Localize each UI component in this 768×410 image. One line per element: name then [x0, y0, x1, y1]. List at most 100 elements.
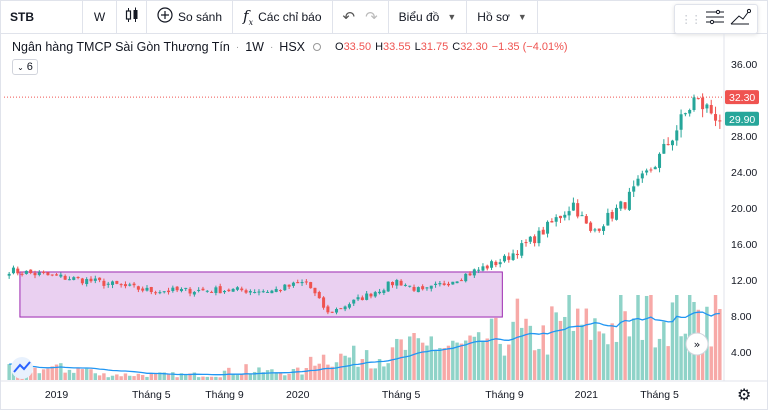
undo-icon[interactable]: ↶: [342, 8, 356, 26]
candle-body: [106, 283, 110, 285]
volume-bar: [519, 327, 524, 380]
volume-bar: [248, 373, 253, 380]
legend-c-key: C: [452, 41, 461, 53]
candle-body: [184, 287, 188, 289]
candle-body: [679, 114, 683, 130]
candle-body: [192, 291, 196, 295]
drag-handle-icon[interactable]: ⋮⋮: [680, 13, 702, 26]
volume-bar: [588, 339, 593, 380]
candle-body: [580, 215, 584, 217]
y-tick-label: 16.00: [731, 239, 757, 251]
candle-body: [296, 282, 300, 284]
candle-body: [636, 178, 640, 186]
volume-bar: [451, 340, 455, 380]
volume-bar: [231, 374, 235, 380]
candle-body: [614, 207, 618, 220]
settings-lines-icon[interactable]: [704, 8, 726, 31]
volume-bar: [188, 373, 192, 380]
volume-bar: [41, 369, 46, 380]
volume-bar: [326, 364, 330, 380]
legend-o-key: O: [335, 41, 344, 53]
candle-body: [399, 280, 403, 286]
candle-body: [24, 270, 28, 274]
volume-bar: [360, 359, 365, 380]
volume-bar: [313, 365, 317, 380]
interval-button[interactable]: W: [83, 0, 117, 34]
candle-body: [67, 279, 71, 281]
indicator-collapse-button[interactable]: ⌄ 6: [12, 59, 38, 75]
candle-body: [408, 285, 412, 287]
candle-body: [171, 287, 175, 291]
volume-bar: [252, 371, 257, 380]
candle-body: [309, 282, 313, 289]
volume-bar: [321, 354, 326, 380]
candle-body: [606, 212, 610, 226]
volume-bar: [304, 368, 309, 380]
candle-body: [567, 211, 571, 216]
candle-body: [46, 272, 50, 276]
volume-bar: [153, 372, 158, 380]
volume-bar: [132, 376, 136, 380]
chart-menu-button[interactable]: Biểu đồ ▼: [389, 0, 468, 34]
gear-icon[interactable]: ⚙: [737, 385, 751, 404]
candle-body: [645, 170, 649, 173]
volume-bar: [63, 372, 67, 380]
volume-bar: [119, 376, 123, 380]
candle-body: [37, 272, 41, 275]
volume-bar: [330, 366, 334, 380]
volume-bar: [201, 376, 205, 380]
chart-type-button[interactable]: [117, 0, 147, 34]
volume-ma-line: [9, 311, 720, 376]
volume-bar: [532, 350, 537, 380]
volume-bar: [403, 349, 408, 380]
volume-bar: [593, 318, 597, 380]
candle-body: [63, 275, 67, 280]
volume-bar: [364, 350, 369, 380]
candle-body: [59, 274, 63, 277]
candle-body: [627, 191, 631, 210]
volume-bar: [636, 295, 640, 380]
volume-bar: [666, 346, 670, 380]
candle-body: [403, 284, 407, 286]
candle-body: [653, 167, 657, 170]
compare-button[interactable]: So sánh: [147, 0, 234, 34]
candle-body: [197, 289, 201, 291]
volume-bar: [575, 308, 580, 380]
candle-body: [662, 143, 666, 154]
volume-bar: [102, 373, 106, 380]
volume-bar: [679, 336, 683, 380]
candle-body: [205, 290, 209, 292]
volume-bar: [67, 369, 72, 380]
profile-menu-button[interactable]: Hồ sơ ▼: [467, 0, 538, 34]
compare-label: So sánh: [178, 9, 223, 24]
volume-bar: [511, 321, 515, 380]
volume-bar: [416, 338, 421, 380]
volume-bar: [382, 366, 386, 380]
candle-body: [472, 269, 476, 276]
candle-body: [541, 229, 545, 235]
candle-body: [175, 286, 179, 291]
candle-body: [7, 273, 11, 276]
interval-label: W: [93, 9, 106, 24]
volume-bar: [425, 345, 429, 380]
symbol-search-button[interactable]: STB: [0, 0, 83, 34]
volume-bar: [472, 336, 477, 380]
volume-bar: [554, 312, 558, 380]
candle-body: [266, 291, 270, 293]
volume-bar: [558, 320, 563, 380]
legend-high: 33.55: [383, 41, 411, 53]
scroll-to-realtime-button[interactable]: [685, 332, 709, 356]
volume-bar: [567, 295, 571, 380]
candle-body: [50, 274, 54, 276]
drawing-tools-icon[interactable]: [729, 8, 752, 31]
price-chart[interactable]: 36.0032.0028.0024.0020.0016.0012.008.004…: [0, 34, 768, 410]
chevron-down-icon: ⌄: [17, 62, 24, 72]
volume-bar: [356, 366, 360, 380]
volume-bar: [128, 375, 132, 380]
redo-icon[interactable]: ↷: [365, 8, 378, 26]
indicators-button[interactable]: fx Các chỉ báo: [233, 0, 333, 34]
volume-bar: [347, 357, 352, 380]
volume-bar: [481, 340, 485, 380]
y-tick-label: 28.00: [731, 131, 757, 143]
volume-bar: [429, 336, 433, 380]
